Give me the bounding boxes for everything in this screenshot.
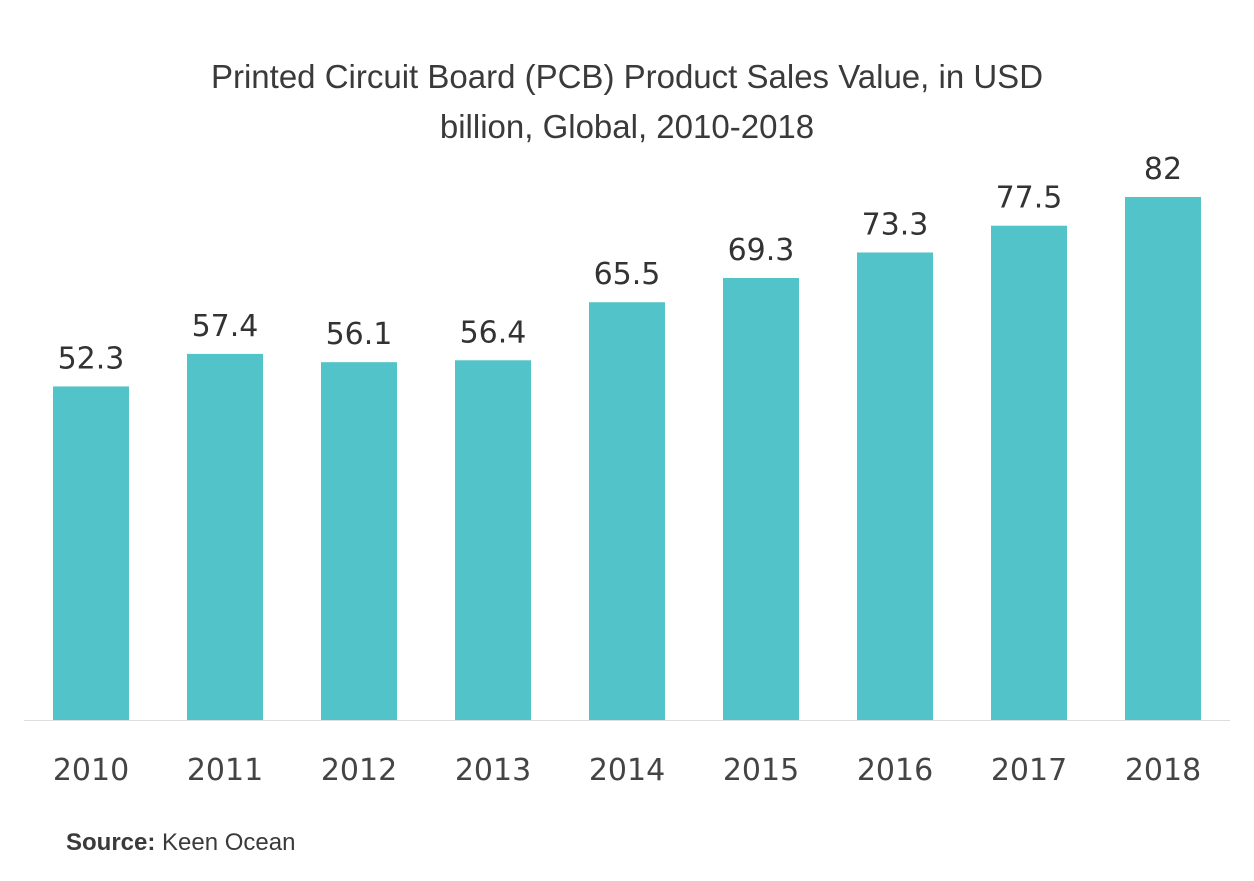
value-label-2017: 77.5 <box>996 181 1063 216</box>
value-label-2012: 56.1 <box>326 317 393 352</box>
bar-2012 <box>321 362 397 720</box>
bar-2017 <box>991 225 1067 720</box>
x-tick-label-2018: 2018 <box>1125 753 1201 788</box>
x-tick-label-2010: 2010 <box>53 753 129 788</box>
value-label-2010: 52.3 <box>58 341 125 376</box>
x-tick-label-2015: 2015 <box>723 753 799 788</box>
bar-2013 <box>455 360 531 720</box>
x-tick-label-2016: 2016 <box>857 753 933 788</box>
source-text: Keen Ocean <box>155 829 296 856</box>
x-tick-label-2013: 2013 <box>455 753 531 788</box>
chart-title-line-1: Printed Circuit Board (PCB) Product Sale… <box>210 58 1044 95</box>
source-note: Source: Keen Ocean <box>66 829 295 857</box>
bar-2015 <box>723 278 799 720</box>
x-tick-label-2012: 2012 <box>321 753 397 788</box>
value-labels-group: 52.3 57.4 56.1 56.4 65.5 69.3 73.3 77.5 82 <box>58 152 1182 376</box>
value-label-2011: 57.4 <box>192 309 259 344</box>
chart-title: Printed Circuit Board (PCB) Product Sale… <box>100 52 1154 152</box>
value-label-2013: 56.4 <box>460 315 527 350</box>
value-label-2018: 82 <box>1144 152 1182 187</box>
x-tick-label-2011: 2011 <box>187 753 263 788</box>
value-label-2016: 73.3 <box>862 207 929 242</box>
bar-2010 <box>53 386 129 720</box>
bar-2018 <box>1125 197 1201 720</box>
bar-2014 <box>589 302 665 720</box>
x-tick-labels-group: 2010 2011 2012 2013 2014 2015 2016 2017 2018 <box>53 753 1201 788</box>
bar-2011 <box>187 353 263 720</box>
bars-group <box>53 197 1201 721</box>
source-label: Source: <box>66 829 156 856</box>
x-tick-label-2017: 2017 <box>991 753 1067 788</box>
bar-2016 <box>857 252 933 721</box>
chart-title-line-2: billion, Global, 2010-2018 <box>439 108 815 145</box>
value-label-2014: 65.5 <box>594 257 661 292</box>
value-label-2015: 69.3 <box>728 233 795 268</box>
x-tick-label-2014: 2014 <box>589 753 665 788</box>
